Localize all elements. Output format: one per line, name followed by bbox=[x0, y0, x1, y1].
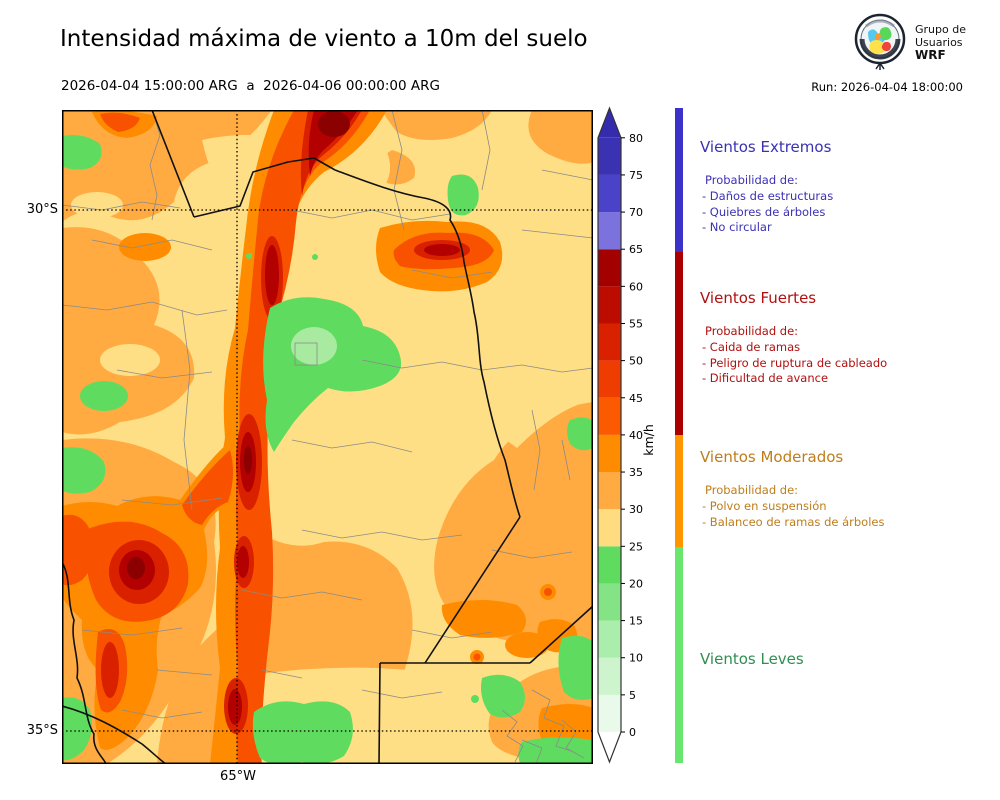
svg-text:15: 15 bbox=[629, 615, 643, 628]
svg-text:65: 65 bbox=[629, 243, 643, 256]
wind-intensity-map bbox=[62, 110, 593, 764]
legend-item: - Balanceo de ramas de árboles bbox=[702, 514, 885, 529]
logo-text: Grupo de Usuarios WRF bbox=[915, 23, 966, 62]
legend-items: - Polvo en suspensión - Balanceo de ramas… bbox=[702, 499, 990, 530]
legend-category-fuertes: Vientos Fuertes Probabilidad de: - Caida… bbox=[700, 289, 990, 387]
svg-text:25: 25 bbox=[629, 540, 643, 553]
logo-line2: Usuarios bbox=[915, 35, 963, 49]
legend-heading: Vientos Leves bbox=[700, 650, 804, 668]
lat-label-30s: 30°S bbox=[26, 202, 58, 217]
department-borders bbox=[62, 110, 593, 764]
lat-label-35s: 35°S bbox=[26, 723, 58, 738]
province-borders bbox=[62, 110, 593, 764]
svg-text:70: 70 bbox=[629, 206, 643, 219]
svg-text:10: 10 bbox=[629, 652, 643, 665]
legend-category-moderados: Vientos Moderados Probabilidad de: - Pol… bbox=[700, 448, 990, 530]
colorbar-unit-label: km/h bbox=[641, 424, 656, 456]
wind-fill-layers bbox=[62, 110, 593, 764]
legend-category-leves: Vientos Leves bbox=[700, 650, 990, 685]
legend-item: - Dificultad de avance bbox=[702, 371, 829, 385]
legend-items: - Caida de ramas - Peligro de ruptura de … bbox=[702, 340, 990, 387]
svg-text:55: 55 bbox=[629, 317, 643, 330]
legend-prob-label: Probabilidad de: bbox=[705, 173, 799, 187]
svg-text:80: 80 bbox=[629, 132, 643, 145]
svg-text:20: 20 bbox=[629, 577, 643, 590]
svg-text:75: 75 bbox=[629, 169, 643, 182]
svg-text:45: 45 bbox=[629, 392, 643, 405]
lon-label-65w: 65°W bbox=[220, 769, 256, 784]
wind-map-canvas bbox=[62, 110, 593, 764]
legend-heading: Vientos Moderados bbox=[700, 448, 844, 466]
wrf-globe-emblem-icon bbox=[854, 13, 906, 70]
logo-line3: WRF bbox=[915, 47, 946, 62]
legend-item: - Quiebres de árboles bbox=[702, 204, 826, 219]
legend-item: - Polvo en suspensión bbox=[702, 499, 827, 513]
legend-bar-canvas bbox=[675, 108, 683, 763]
logo-line1: Grupo de bbox=[915, 22, 966, 36]
svg-text:40: 40 bbox=[629, 429, 643, 442]
legend-item: - Caida de ramas bbox=[702, 340, 801, 354]
svg-text:30: 30 bbox=[629, 503, 643, 516]
valid-period-label: 2026-04-04 15:00:00 ARG a 2026-04-06 00:… bbox=[61, 78, 440, 94]
legend-prob-label: Probabilidad de: bbox=[705, 483, 799, 497]
legend-category-bar bbox=[675, 108, 683, 763]
legend-panel: Vientos Extremos Probabilidad de: - Daño… bbox=[700, 120, 990, 780]
colorbar: 0 5 10 15 20 25 30 35 40 45 50 55 60 65 70 75 80 km/h bbox=[596, 105, 696, 785]
legend-heading: Vientos Extremos bbox=[700, 138, 832, 156]
svg-text:0: 0 bbox=[629, 726, 636, 739]
colorbar-canvas: 0 5 10 15 20 25 30 35 40 45 50 55 60 65 70 75 80 km/h bbox=[597, 106, 656, 764]
legend-items: - Daños de estructuras - Quiebres de árbo… bbox=[702, 189, 990, 236]
legend-prob-label: Probabilidad de: bbox=[705, 324, 799, 338]
svg-text:50: 50 bbox=[629, 355, 643, 368]
legend-item: - Peligro de ruptura de cableado bbox=[702, 355, 888, 370]
legend-heading: Vientos Fuertes bbox=[700, 289, 817, 307]
map-frame bbox=[62, 110, 593, 764]
legend-category-extremos: Vientos Extremos Probabilidad de: - Daño… bbox=[700, 138, 990, 236]
svg-text:35: 35 bbox=[629, 466, 643, 479]
model-run-label: Run: 2026-04-04 18:00:00 bbox=[811, 80, 963, 94]
legend-item: - No circular bbox=[702, 220, 772, 234]
svg-text:5: 5 bbox=[629, 689, 636, 702]
page-title: Intensidad máxima de viento a 10m del su… bbox=[60, 26, 588, 52]
svg-text:60: 60 bbox=[629, 280, 643, 293]
wrf-users-group-logo: Grupo de Usuarios WRF bbox=[852, 12, 997, 72]
legend-item: - Daños de estructuras bbox=[702, 189, 834, 203]
